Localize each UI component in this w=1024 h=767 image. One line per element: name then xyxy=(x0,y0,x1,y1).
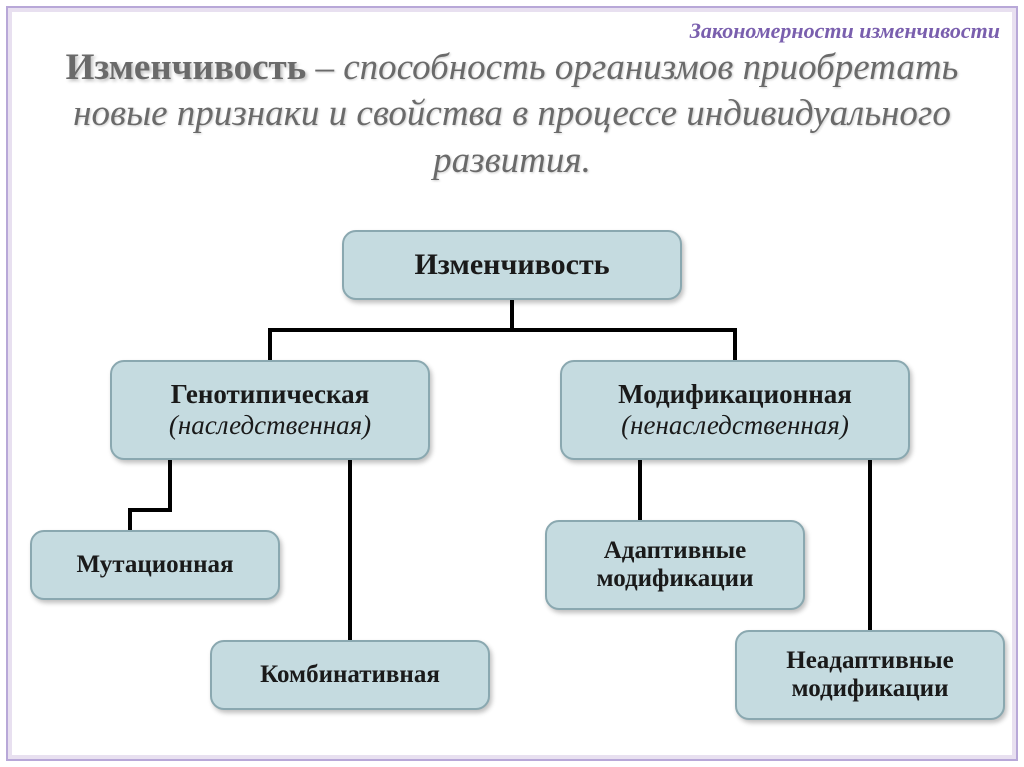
header-text: Закономерности изменчивости xyxy=(690,18,1000,43)
node-adaptive: Адаптивные модификации xyxy=(545,520,805,610)
node-neadapt-l1: Неадаптивные xyxy=(786,647,953,675)
slide-header: Закономерности изменчивости xyxy=(690,18,1000,44)
node-neadapt-l2: модификации xyxy=(792,675,949,703)
node-adapt-l1: Адаптивные xyxy=(604,537,746,565)
node-modification: Модификационная (ненаследственная) xyxy=(560,360,910,460)
node-nonadaptive: Неадаптивные модификации xyxy=(735,630,1005,720)
node-mutational: Мутационная xyxy=(30,530,280,600)
node-komb-label: Комбинативная xyxy=(260,661,440,689)
diagram-area: Изменчивость Генотипическая (наследствен… xyxy=(0,230,1024,750)
node-modif-bold: Модификационная xyxy=(618,379,852,410)
node-geno-italic: (наследственная) xyxy=(169,410,371,441)
node-mut-label: Мутационная xyxy=(77,551,234,579)
node-adapt-l2: модификации xyxy=(597,565,754,593)
title-term: Изменчивость xyxy=(66,47,307,88)
node-root-label: Изменчивость xyxy=(414,248,609,282)
node-genotypic: Генотипическая (наследственная) xyxy=(110,360,430,460)
title-block: Изменчивость – способность организмов пр… xyxy=(40,45,984,184)
node-root: Изменчивость xyxy=(342,230,682,300)
node-geno-bold: Генотипическая xyxy=(171,379,370,410)
node-combinative: Комбинативная xyxy=(210,640,490,710)
node-modif-italic: (ненаследственная) xyxy=(621,410,849,441)
